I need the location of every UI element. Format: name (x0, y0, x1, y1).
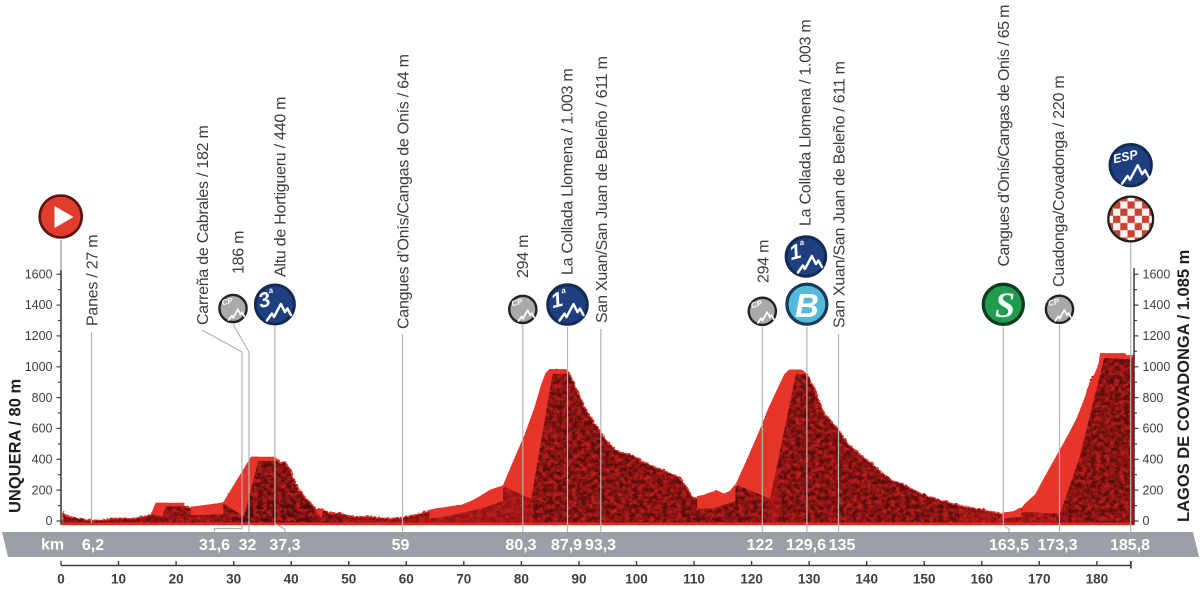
svg-text:40: 40 (284, 572, 299, 587)
svg-text:122: 122 (747, 537, 774, 554)
svg-text:CP: CP (750, 299, 764, 311)
svg-text:Cangues d’Onís/Cangas de Onís: Cangues d’Onís/Cangas de Onís / 65 m (996, 5, 1013, 267)
svg-text:170: 170 (1028, 572, 1051, 587)
svg-text:0: 0 (46, 514, 53, 528)
svg-text:10: 10 (111, 572, 126, 587)
svg-text:1400: 1400 (1143, 298, 1171, 312)
svg-text:400: 400 (32, 453, 53, 467)
svg-text:1400: 1400 (25, 298, 53, 312)
svg-text:B: B (795, 287, 819, 324)
svg-text:ESP: ESP (1112, 147, 1140, 166)
svg-text:160: 160 (971, 572, 994, 587)
svg-text:Panes / 27 m: Panes / 27 m (85, 235, 102, 326)
svg-text:1200: 1200 (1143, 329, 1171, 343)
svg-text:294 m: 294 m (755, 240, 772, 283)
svg-text:135: 135 (829, 537, 856, 554)
svg-text:80,3: 80,3 (505, 537, 536, 554)
svg-text:32: 32 (239, 537, 257, 554)
svg-text:163,5: 163,5 (989, 537, 1029, 554)
svg-text:CP: CP (510, 297, 524, 309)
svg-text:1600: 1600 (25, 267, 53, 281)
svg-text:185,8: 185,8 (1110, 537, 1150, 554)
svg-text:90: 90 (571, 572, 586, 587)
svg-text:20: 20 (169, 572, 184, 587)
svg-text:87,9: 87,9 (551, 537, 582, 554)
svg-text:Altu de Hortigueru / 440 m: Altu de Hortigueru / 440 m (273, 97, 290, 277)
svg-text:0: 0 (1143, 514, 1150, 528)
svg-text:LAGOS DE COVADONGA / 1.085 m: LAGOS DE COVADONGA / 1.085 m (1175, 250, 1193, 522)
svg-text:30: 30 (226, 572, 241, 587)
svg-text:CP: CP (1047, 297, 1061, 309)
svg-text:San Xuan/San Juan de Beleño /: San Xuan/San Juan de Beleño / 611 m (594, 56, 611, 323)
svg-text:La Collada Llomena / 1.003 m: La Collada Llomena / 1.003 m (560, 69, 577, 275)
svg-text:186 m: 186 m (231, 231, 248, 274)
svg-text:130: 130 (798, 572, 821, 587)
svg-text:6,2: 6,2 (82, 537, 104, 554)
svg-text:200: 200 (32, 483, 53, 497)
svg-text:140: 140 (855, 572, 878, 587)
svg-text:60: 60 (399, 572, 414, 587)
svg-text:Cuadonga/Covadonga / 220 m: Cuadonga/Covadonga / 220 m (1051, 76, 1068, 287)
svg-text:59: 59 (392, 537, 410, 554)
svg-text:93,3: 93,3 (585, 537, 616, 554)
svg-text:70: 70 (456, 572, 471, 587)
svg-text:37,3: 37,3 (269, 537, 300, 554)
svg-text:UNQUERA / 80 m: UNQUERA / 80 m (7, 379, 25, 513)
svg-text:km: km (41, 537, 64, 554)
svg-text:80: 80 (514, 572, 529, 587)
svg-text:110: 110 (683, 572, 705, 587)
svg-text:100: 100 (625, 572, 648, 587)
svg-text:1600: 1600 (1143, 267, 1171, 281)
svg-text:50: 50 (341, 572, 356, 587)
svg-text:1200: 1200 (25, 329, 53, 343)
svg-text:180: 180 (1086, 572, 1109, 587)
svg-text:120: 120 (740, 572, 763, 587)
svg-text:600: 600 (32, 422, 53, 436)
svg-text:Carreña de Cabrales / 182 m: Carreña de Cabrales / 182 m (195, 125, 212, 325)
svg-text:400: 400 (1143, 453, 1164, 467)
svg-text:800: 800 (32, 391, 53, 405)
svg-text:Cangues d’Onís/Cangas de Onís: Cangues d’Onís/Cangas de Onís / 64 m (396, 54, 413, 329)
svg-text:294 m: 294 m (515, 235, 532, 278)
svg-text:S: S (995, 285, 1015, 325)
svg-text:150: 150 (913, 572, 936, 587)
svg-text:0: 0 (57, 572, 65, 587)
svg-text:La Collada Llomena / 1.003 m: La Collada Llomena / 1.003 m (798, 20, 815, 226)
svg-text:1000: 1000 (25, 360, 53, 374)
svg-text:CP: CP (221, 296, 235, 308)
svg-text:600: 600 (1143, 422, 1164, 436)
svg-text:200: 200 (1143, 483, 1164, 497)
svg-text:31,6: 31,6 (199, 537, 230, 554)
svg-text:129,6: 129,6 (786, 537, 826, 554)
svg-text:1000: 1000 (1143, 360, 1171, 374)
svg-text:San Xuan/San Juan de Beleño /: San Xuan/San Juan de Beleño / 611 m (832, 61, 849, 328)
svg-text:800: 800 (1143, 391, 1164, 405)
svg-text:173,3: 173,3 (1037, 537, 1077, 554)
